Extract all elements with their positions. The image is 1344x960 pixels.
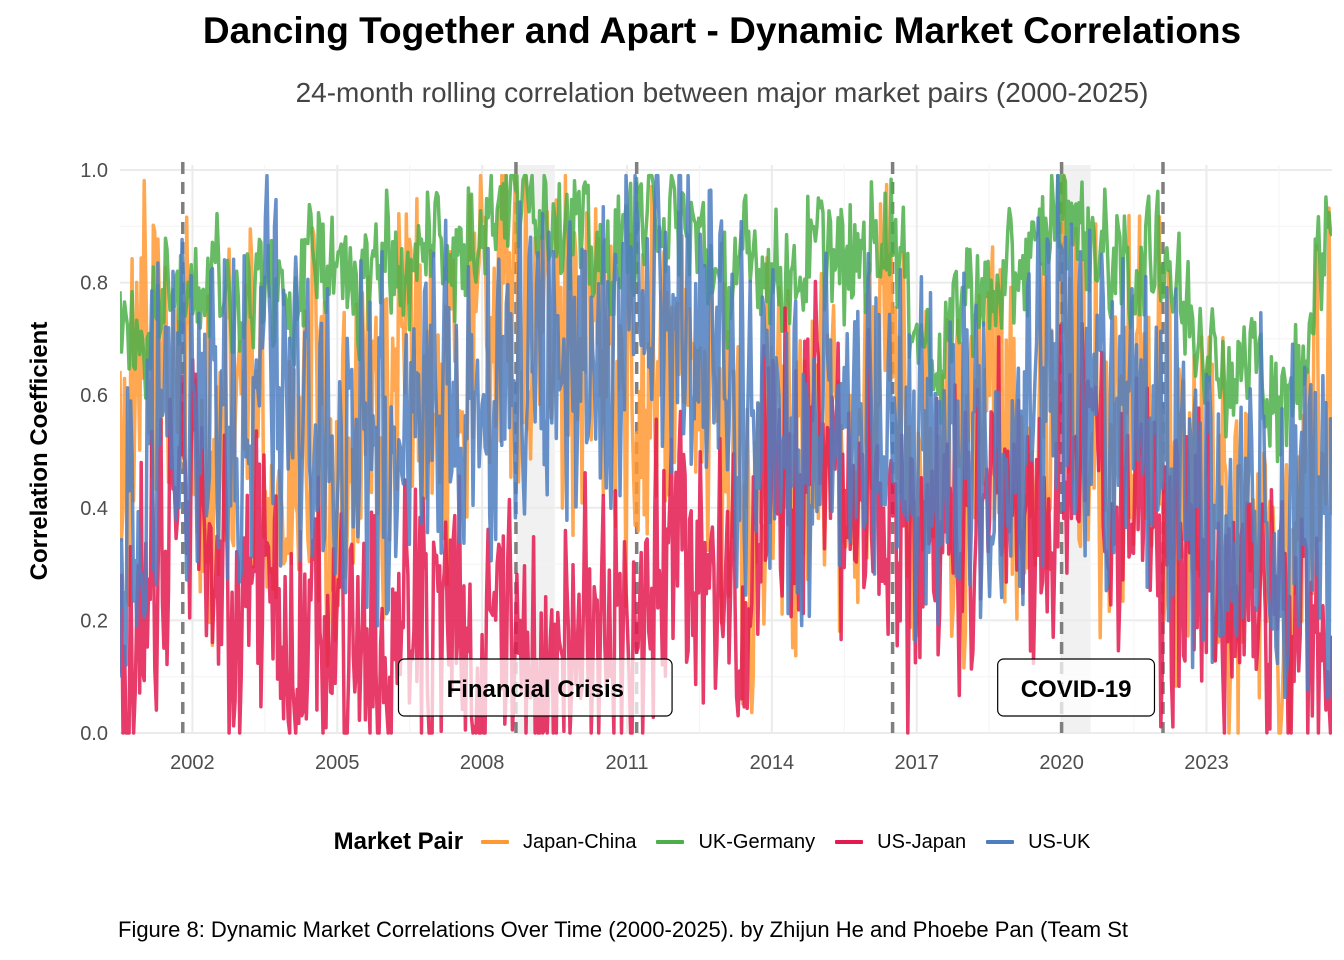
x-tick-label: 2005 xyxy=(315,752,360,774)
y-tick-label: 0.0 xyxy=(80,723,108,745)
x-tick-label: 2023 xyxy=(1184,752,1229,774)
x-tick-label: 2020 xyxy=(1039,752,1084,774)
legend-title: Market Pair xyxy=(333,828,464,855)
x-tick-label: 2008 xyxy=(460,752,505,774)
event-label-box xyxy=(397,658,673,717)
legend-label: US-Japan xyxy=(877,830,967,853)
legend-key xyxy=(986,840,1015,844)
legend-item: US-Japan xyxy=(835,831,966,854)
legend-item: UK-Germany xyxy=(656,831,815,854)
event-label: COVID-19 xyxy=(1021,676,1132,703)
chart-plot: Financial Crisis COVID-19 0.0 0.2 0.4 0.6 0.8… xyxy=(80,160,1332,774)
x-tick-label: 2014 xyxy=(750,752,795,774)
series-line-us-japan xyxy=(120,279,1332,735)
y-tick-label: 0.6 xyxy=(80,385,108,407)
event-label: Financial Crisis xyxy=(447,676,624,703)
x-tick-label: 2017 xyxy=(894,752,939,774)
legend-key xyxy=(481,840,510,844)
y-tick-label: 0.2 xyxy=(80,610,108,632)
x-tick-label: 2011 xyxy=(606,752,649,774)
y-axis-label: Correlation Coefficient xyxy=(26,321,53,581)
legend-label: Japan-China xyxy=(523,830,637,853)
y-tick-label: 1.0 xyxy=(80,160,108,182)
series-line-us-uk xyxy=(120,173,1332,700)
figure-caption: Figure 8: Dynamic Market Correlations Ov… xyxy=(118,917,1129,942)
legend-key xyxy=(835,840,864,844)
y-tick-label: 0.4 xyxy=(80,498,108,520)
event-label-box xyxy=(997,658,1156,717)
legend-item: Japan-China xyxy=(481,831,636,854)
chart-subtitle: 24-month rolling correlation between maj… xyxy=(295,77,1149,108)
x-tick-label: 2002 xyxy=(170,752,215,774)
legend-label: UK-Germany xyxy=(698,830,816,853)
legend-key xyxy=(656,840,685,844)
legend-item: US-UK xyxy=(986,831,1090,854)
legend-label: US-UK xyxy=(1028,830,1091,853)
legend: Market Pair Japan-China UK-Germany US-Japa… xyxy=(0,828,1344,856)
y-tick-label: 0.8 xyxy=(80,273,108,295)
chart-title: Dancing Together and Apart - Dynamic Mar… xyxy=(202,10,1242,51)
